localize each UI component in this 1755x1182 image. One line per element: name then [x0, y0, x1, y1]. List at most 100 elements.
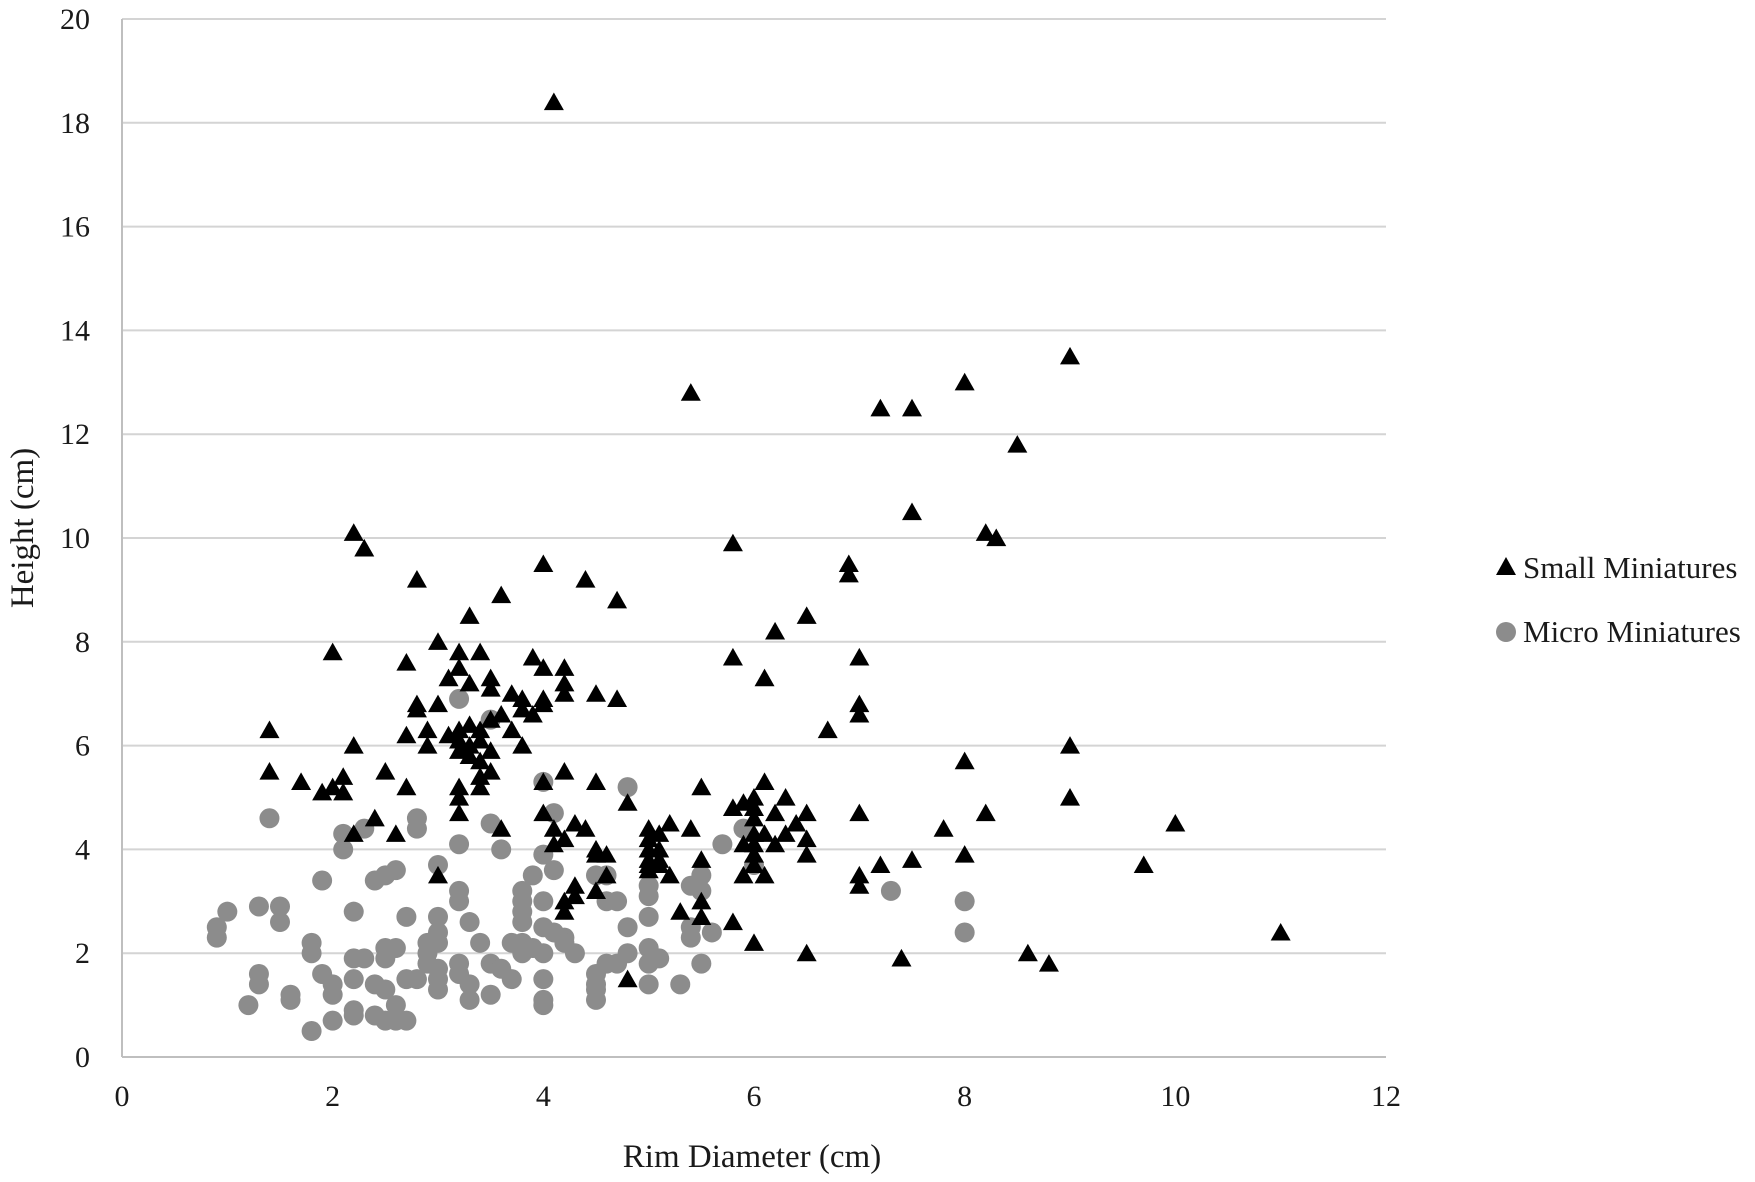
micro-miniature-point [712, 834, 733, 855]
micro-miniature-point [617, 917, 638, 938]
small-miniature-point [649, 839, 670, 858]
small-miniature-point [322, 777, 343, 796]
small-miniature-point [554, 658, 575, 676]
small-miniature-point [564, 876, 585, 894]
small-miniature-point [1060, 788, 1080, 806]
small-miniature-point [459, 746, 480, 765]
micro-miniature-point [954, 922, 975, 943]
small-miniature-point [817, 720, 838, 739]
micro-miniature-point [491, 839, 512, 860]
small-miniature-point [1060, 346, 1080, 365]
y-tick-label: 6 [75, 730, 90, 763]
micro-miniature-point [607, 891, 628, 912]
x-tick-label: 2 [325, 1080, 340, 1113]
small-miniature-point [343, 736, 364, 754]
y-axis-title: Height (cm) [5, 448, 41, 608]
small-miniature-point [986, 528, 1007, 547]
small-miniature-point [659, 865, 680, 884]
micro-miniature-point [459, 989, 480, 1010]
micro-miniature-point [586, 989, 606, 1010]
micro-miniature-point [691, 865, 712, 886]
small-miniature-point [554, 891, 575, 910]
small-miniature-point [543, 834, 564, 853]
small-miniature-point [491, 819, 512, 837]
micro-miniature-point [638, 906, 659, 927]
small-miniature-point [333, 767, 354, 785]
small-miniature-point [902, 850, 922, 868]
gridlines [122, 18, 1386, 955]
micro-miniature-point [617, 777, 638, 798]
small-miniature-point [396, 653, 417, 671]
small-miniature-point [428, 865, 448, 884]
small-miniature-point [406, 570, 427, 588]
small-miniature-point [638, 819, 659, 837]
small-miniature-point [638, 829, 659, 848]
small-miniature-point [533, 772, 554, 791]
small-miniature-point [849, 694, 870, 713]
micro-miniature-point [533, 943, 554, 964]
small-miniature-point [417, 720, 438, 739]
small-miniature-point [796, 845, 817, 863]
small-miniature-point [449, 741, 470, 759]
small-miniature-point [449, 658, 470, 676]
micro-miniature-point [564, 943, 585, 964]
micro-miniature-point [670, 974, 691, 995]
micro-miniature-point [638, 886, 659, 907]
micro-miniature-point [238, 995, 259, 1016]
micro-miniature-point [449, 688, 470, 709]
small-miniature-point [680, 383, 701, 401]
micro-miniature-point [480, 984, 501, 1005]
small-miniature-point [796, 943, 817, 962]
micro-miniature-point [691, 880, 712, 901]
micro-miniature-point [533, 969, 554, 990]
micro-miniature-point [343, 969, 364, 990]
y-tick-label: 14 [60, 314, 90, 347]
small-miniature-point [796, 829, 817, 848]
small-miniature-point [691, 777, 712, 796]
micro-miniature-point [322, 984, 343, 1005]
small-miniature-point [975, 523, 996, 541]
small-miniature-point [449, 720, 470, 739]
small-miniature-point [649, 824, 670, 842]
small-miniature-point [438, 725, 459, 744]
small-miniature-point [512, 736, 533, 754]
small-miniature-point [428, 632, 448, 650]
small-miniature-point [744, 933, 764, 951]
small-miniature-point [375, 762, 396, 780]
legend-circle-marker [1496, 622, 1516, 642]
small-miniature-point [428, 694, 448, 713]
small-miniature-point [954, 372, 975, 391]
small-miniature-point [1007, 435, 1028, 453]
small-miniature-point [543, 92, 564, 111]
small-miniature-point [849, 704, 870, 723]
small-miniature-point [586, 684, 606, 702]
small-miniature-point [796, 606, 817, 624]
micro-miniature-point [533, 891, 554, 912]
small-miniature-point [333, 782, 354, 801]
small-miniature-point [786, 813, 807, 832]
small-miniature-point [607, 590, 628, 609]
small-miniature-point [954, 845, 975, 863]
small-miniature-point [575, 819, 596, 837]
small-miniature-point [722, 647, 743, 666]
micro-miniature-point [617, 943, 638, 964]
small-miniature-point [470, 642, 491, 661]
small-miniature-point [575, 570, 596, 588]
small-miniature-point [480, 762, 501, 780]
micro-miniature-point [280, 989, 301, 1010]
micro-miniature-point [512, 912, 533, 933]
small-miniature-point [470, 777, 491, 796]
small-miniature-point [733, 865, 754, 884]
small-miniature-point [722, 912, 743, 931]
legend-label-small-miniatures: Small Miniatures [1523, 550, 1737, 585]
legend: Small Miniatures Micro Miniatures [1496, 550, 1741, 649]
micro-miniature-point [459, 912, 480, 933]
small-miniature-point [722, 533, 743, 552]
small-miniature-point [543, 819, 564, 837]
x-tick-label: 12 [1371, 1080, 1401, 1113]
small-miniature-point [744, 808, 764, 827]
micro-miniature-point [270, 912, 290, 933]
small-miniature-point [554, 673, 575, 692]
small-miniature-point [491, 585, 512, 604]
micro-miniature-point [522, 865, 543, 886]
